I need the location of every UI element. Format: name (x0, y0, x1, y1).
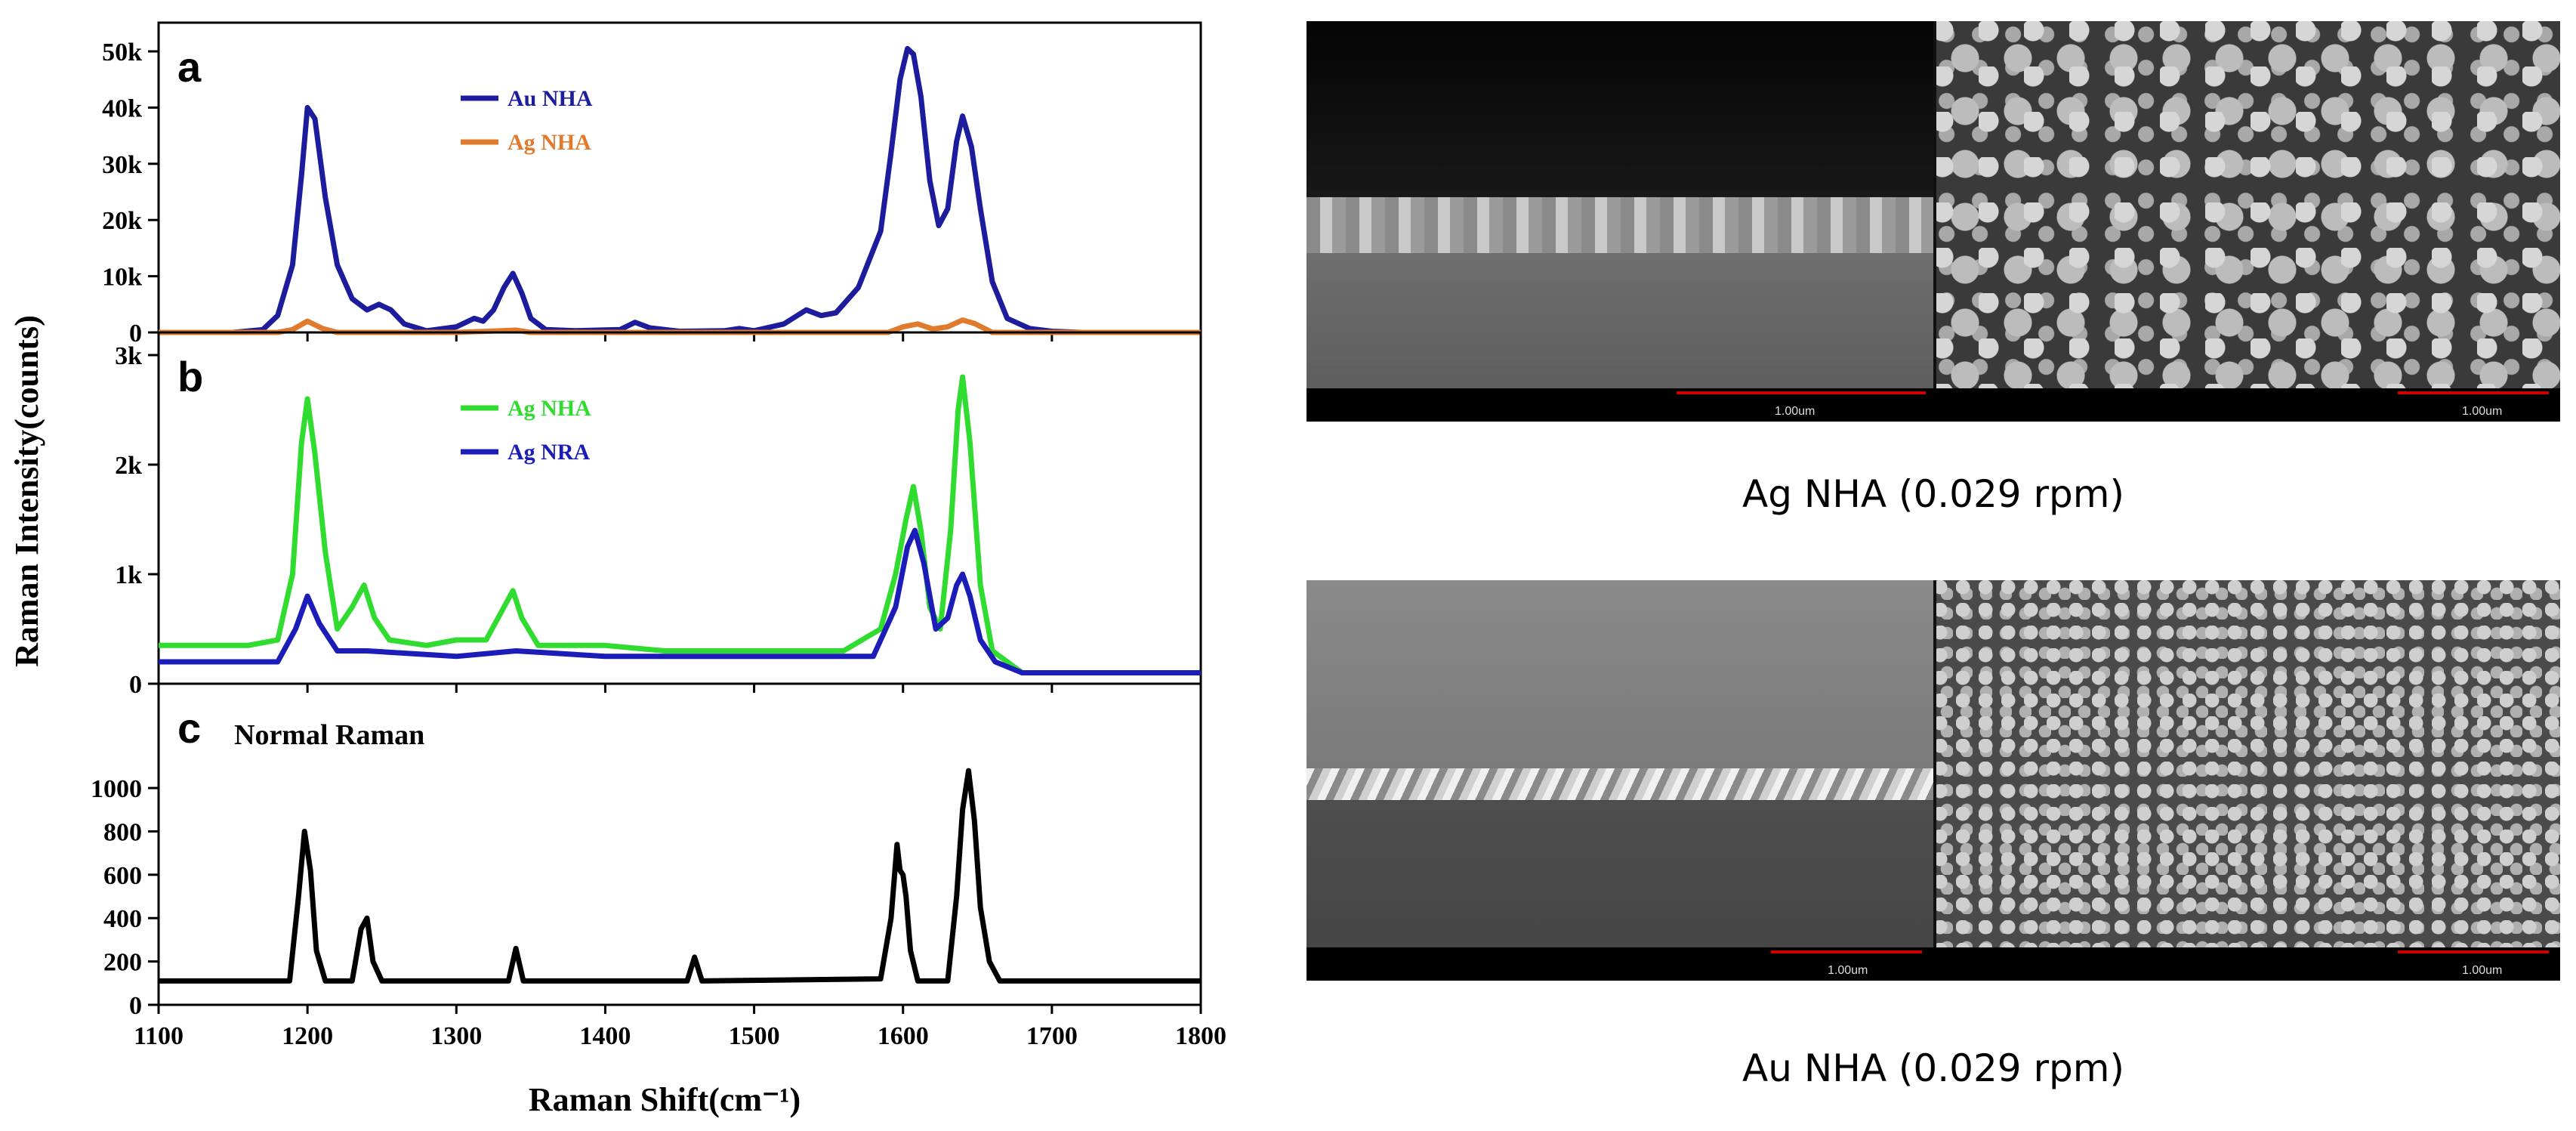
sem-info-bar (1307, 947, 2560, 981)
series-line-b-0 (159, 374, 1201, 675)
sem-info-bar (1307, 388, 2560, 422)
y-tick-label: 30k (102, 151, 142, 179)
x-tick-label: 1700 (1026, 1022, 1078, 1050)
x-axis-title: Raman Shift(cm⁻¹) (529, 1081, 801, 1118)
series-line-c-0 (159, 768, 1201, 984)
sem-surface-view (1933, 580, 2560, 981)
x-tick-label: 1300 (430, 1022, 482, 1050)
panel-c: 0 200 400 600 800 1000 1100 1200 1300 1400 1500 160… (91, 682, 1226, 1050)
y-axis-title: Raman Intensity(counts) (8, 315, 45, 667)
scale-bar-label: 1.00um (2462, 964, 2503, 977)
x-tick-label: 1600 (878, 1022, 929, 1050)
y-tick-label: 0 (129, 671, 142, 699)
panel-b: 0 1k 2k 3k b Ag NHA Ag NRA (115, 331, 1202, 699)
y-tick-label: 1k (115, 561, 142, 589)
legend-label: Ag NHA (507, 396, 591, 421)
x-tick-label: 1200 (282, 1022, 333, 1050)
y-tick-label: 10k (102, 264, 142, 292)
x-tick-label: 1100 (134, 1022, 184, 1050)
series-line-a-1 (159, 317, 1201, 335)
legend-label: Ag NRA (507, 440, 590, 465)
y-tick-label: 0 (129, 320, 142, 348)
x-tick-label: 1500 (729, 1022, 780, 1050)
sem-image-au-nha: 1.00um 1.00um (1307, 580, 2560, 981)
y-tick-label: 3k (115, 342, 142, 370)
y-tick-label: 400 (103, 905, 142, 933)
sem-image-ag-nha: 1.00um 1.00um (1307, 21, 2560, 422)
panel-letter: b (177, 353, 203, 400)
scale-bar (1677, 391, 1926, 394)
y-tick-label: 20k (102, 207, 142, 235)
x-tick-label: 1400 (579, 1022, 631, 1050)
plot-frame (157, 21, 1202, 334)
scale-bar (2398, 950, 2549, 953)
legend-label: Ag NHA (507, 130, 591, 155)
panel-a: 0 10k 20k 30k 40k 50k a Au NHA Ag NHA (102, 21, 1202, 348)
raman-spectra-chart: Raman Intensity(counts) Raman Shift(cm⁻¹… (8, 21, 1226, 1118)
sem-caption-au-nha: Au NHA (0.029 rpm) (1742, 1046, 2124, 1090)
y-tick-label: 1000 (91, 775, 142, 803)
sem-surface-view (1933, 21, 2560, 422)
panel-annotation: Normal Raman (234, 719, 424, 751)
y-tick-label: 2k (115, 452, 142, 480)
scale-bar-label: 1.00um (1775, 405, 1816, 418)
panel-letter: c (177, 704, 201, 752)
legend-label: Au NHA (507, 86, 593, 111)
y-tick-label: 0 (129, 992, 142, 1020)
y-tick-label: 600 (103, 862, 142, 890)
y-tick-label: 200 (103, 949, 142, 977)
y-tick-label: 40k (102, 94, 142, 122)
scale-bar-label: 1.00um (2462, 405, 2503, 418)
y-tick-label: 800 (103, 818, 142, 846)
panel-letter: a (177, 43, 202, 91)
plot-frame (157, 682, 1202, 1006)
plot-frame (157, 331, 1202, 685)
series-line-b-1 (159, 527, 1201, 675)
sem-cross-section (1307, 21, 1933, 422)
sem-cross-section (1307, 580, 1933, 981)
x-tick-label: 1800 (1175, 1022, 1226, 1050)
scale-bar-label: 1.00um (1828, 964, 1868, 977)
series-line-a-0 (159, 45, 1201, 335)
y-tick-label: 50k (102, 39, 142, 66)
scale-bar (2398, 391, 2549, 394)
scale-bar (1771, 950, 1922, 953)
sem-caption-ag-nha: Ag NHA (0.029 rpm) (1742, 472, 2124, 516)
